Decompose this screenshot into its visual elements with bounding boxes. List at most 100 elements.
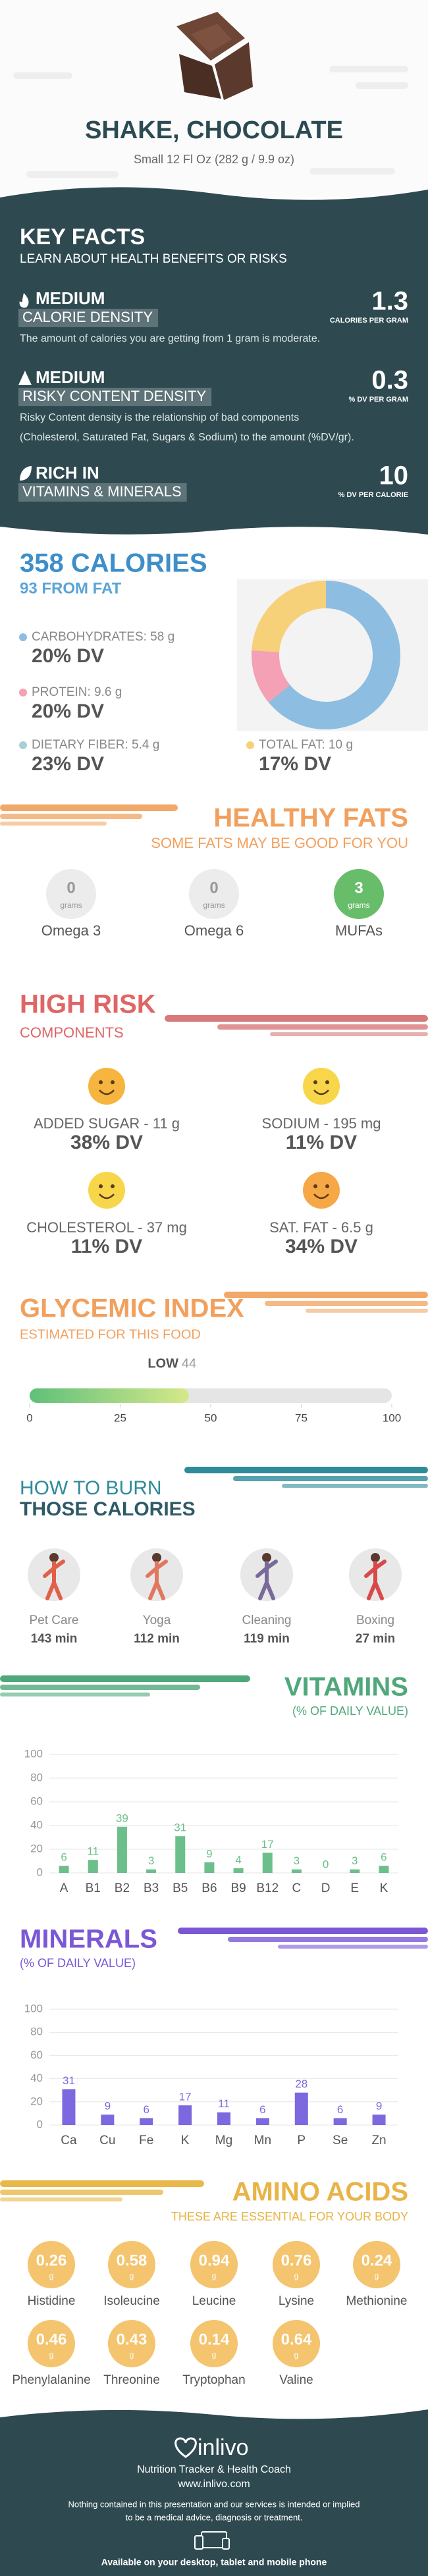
- y-tick-label: 80: [30, 2026, 43, 2038]
- y-tick-label: 0: [37, 2118, 43, 2130]
- section-title: HOW TO BURN: [20, 1477, 162, 1499]
- smiley-eye: [111, 1184, 115, 1188]
- decor-stripe: [0, 1685, 200, 1690]
- x-tick-label: B2: [115, 1881, 130, 1895]
- decor: [329, 66, 408, 72]
- value-label: 39: [116, 1812, 128, 1824]
- subtitle: Small 12 Fl Oz (282 g / 9.9 oz): [134, 153, 294, 166]
- section-title: HEALTHY FATS: [213, 804, 408, 833]
- value-label: 6: [337, 2103, 343, 2116]
- smiley: [88, 1172, 125, 1209]
- disclaimer: Nothing contained in this presentation a…: [68, 2499, 360, 2509]
- x-tick-label: 50: [205, 1411, 217, 1424]
- activity-body: [146, 1560, 168, 1600]
- bar: [217, 2112, 231, 2125]
- value: 0.3: [371, 366, 408, 395]
- amino-circle: [273, 2320, 320, 2367]
- bar: [175, 1836, 186, 1873]
- description: Risky Content density is the relationshi…: [20, 412, 299, 423]
- x-tick-label: Se: [333, 2134, 348, 2147]
- bar: [59, 1866, 69, 1873]
- y-tick-label: 0: [37, 1866, 43, 1878]
- label-box: [18, 483, 187, 502]
- bar: [333, 2118, 347, 2125]
- amino-name: Histidine: [28, 2294, 76, 2308]
- decor-stripe: [0, 1693, 150, 1696]
- activity-name: Boxing: [356, 1614, 394, 1627]
- bar: [140, 2118, 153, 2125]
- amino-name: Tryptophan: [182, 2373, 245, 2387]
- y-tick-label: 40: [30, 1818, 43, 1831]
- decor-stripe: [217, 1024, 428, 1030]
- amino-name: Leucine: [192, 2294, 236, 2308]
- fat-name: MUFAs: [335, 922, 383, 939]
- amino-value: 0.24: [361, 2251, 392, 2269]
- section-subtitle: LEARN ABOUT HEALTH BENEFITS OR RISKS: [20, 252, 287, 266]
- value-label: 9: [105, 2100, 111, 2113]
- bar: [117, 1826, 127, 1873]
- y-tick-label: 100: [24, 1747, 43, 1760]
- level-icon: [18, 371, 32, 385]
- risk-dv: 34% DV: [285, 1236, 358, 1257]
- decor-stripe: [0, 814, 142, 819]
- amino-value: 0.46: [36, 2330, 67, 2348]
- device-icons: [194, 2531, 230, 2550]
- section-subtitle: COMPONENTS: [20, 1024, 124, 1041]
- smiley-eye: [99, 1080, 103, 1084]
- amino-circle: [108, 2241, 155, 2288]
- amino-unit: g: [375, 2271, 379, 2280]
- amino-unit: g: [294, 2350, 299, 2359]
- decor-stripe: [178, 1928, 428, 1934]
- decor-stripe: [278, 1945, 428, 1949]
- section-subtitle: (% OF DAILY VALUE): [20, 1957, 136, 1970]
- value-label: 11: [87, 1845, 99, 1858]
- fat-name: Omega 3: [41, 922, 101, 939]
- x-tick-label: Ca: [61, 2134, 77, 2147]
- amino-unit: g: [294, 2271, 299, 2280]
- key-facts-background: [0, 187, 428, 535]
- smiley-eye: [313, 1080, 317, 1084]
- x-tick-label: B9: [230, 1881, 246, 1895]
- value-label: 4: [235, 1853, 241, 1866]
- y-tick-label: 40: [30, 2072, 43, 2084]
- decor-stripe: [233, 1476, 428, 1481]
- section-title: AMINO ACIDS: [232, 2178, 408, 2207]
- y-tick-label: 100: [24, 2002, 43, 2014]
- amino-unit: g: [49, 2350, 54, 2359]
- value-label: 6: [381, 1851, 387, 1864]
- section-subtitle: ESTIMATED FOR THIS FOOD: [20, 1327, 201, 1342]
- amino-unit: g: [212, 2350, 217, 2359]
- amino-circle: [273, 2241, 320, 2288]
- nutrient-dot: [19, 633, 27, 641]
- amino-circle: [190, 2241, 238, 2288]
- value-label: 31: [63, 2074, 75, 2087]
- x-tick-label: K: [181, 2134, 190, 2147]
- activity-head: [262, 1553, 271, 1562]
- nutrient-dot: [246, 741, 254, 749]
- value-label: 28: [295, 2078, 308, 2090]
- nutrient-dot: [19, 689, 27, 697]
- value-label: 6: [259, 2103, 265, 2116]
- amino-name: Phenylalanine: [12, 2373, 90, 2387]
- nutrient-label: DIETARY FIBER: 5.4 g: [32, 738, 159, 752]
- url: www.inlivo.com: [177, 2479, 250, 2490]
- smiley-eye: [325, 1080, 329, 1084]
- smiley-eye: [111, 1080, 115, 1084]
- bar: [379, 1866, 389, 1873]
- bar: [262, 1853, 273, 1873]
- amino-value: 0.58: [117, 2251, 147, 2269]
- amino-value: 0.14: [199, 2330, 230, 2348]
- value-label: 6: [61, 1851, 67, 1864]
- section-title: VITAMINS: [284, 1673, 408, 1702]
- value-label: 3: [352, 1854, 358, 1867]
- value-label: 31: [174, 1822, 186, 1834]
- activity-body: [43, 1560, 65, 1600]
- title: SHAKE, CHOCOLATE: [85, 117, 343, 144]
- amino-unit: g: [130, 2271, 134, 2280]
- bar: [62, 2089, 76, 2125]
- decor-stripe: [0, 1675, 250, 1682]
- y-tick-label: 60: [30, 2049, 43, 2061]
- value: 10: [379, 461, 409, 490]
- smiley-mouth: [313, 1090, 329, 1095]
- label: VITAMINS & MINERALS: [22, 483, 182, 500]
